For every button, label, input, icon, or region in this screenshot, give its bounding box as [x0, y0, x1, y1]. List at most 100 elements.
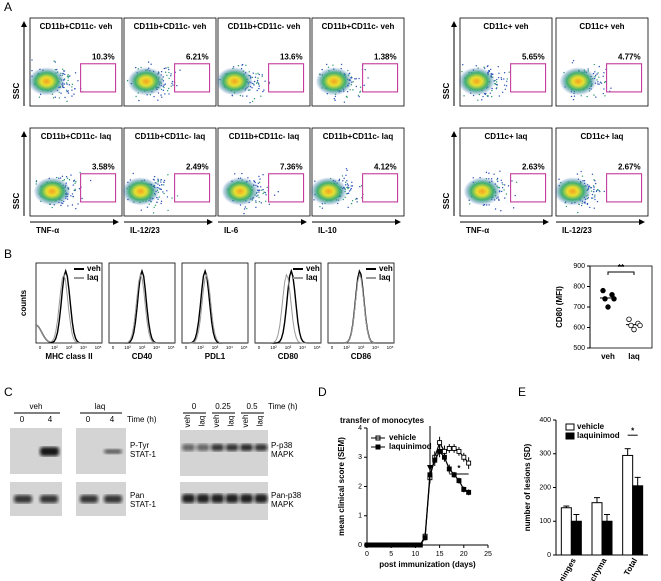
event-dot: [572, 98, 575, 101]
event-dot: [610, 87, 612, 89]
event-dot: [494, 83, 497, 85]
legend-label: veh: [87, 264, 101, 273]
event-dot: [591, 197, 593, 199]
event-dot: [253, 180, 255, 182]
plot-title: CD11b+CD11c- veh: [322, 22, 395, 31]
point: [451, 446, 457, 451]
event-dot: [600, 82, 603, 84]
event-dot: [237, 65, 240, 67]
event-dot: [155, 182, 157, 184]
y-axis-label: SSC: [442, 193, 451, 210]
event-dot: [475, 64, 477, 67]
event-dot: [63, 179, 66, 181]
event-dot: [571, 62, 574, 64]
event-dot: [599, 81, 602, 83]
event-dot: [51, 206, 53, 209]
event-dot: [262, 188, 264, 191]
event-dot: [62, 202, 64, 205]
y-axis-label: mean clinical score (SEM): [337, 437, 346, 536]
x-tick-label: 15: [436, 551, 444, 558]
event-dot: [163, 181, 165, 183]
group-label: veh: [30, 402, 43, 411]
event-dot: [586, 95, 588, 98]
event-dot: [363, 84, 365, 87]
event-dot: [348, 190, 351, 192]
event-dot: [504, 197, 506, 199]
blot-band: [254, 444, 268, 451]
hist-tick-label: 10⁵: [95, 345, 102, 350]
event-dot: [64, 73, 66, 76]
event-dot: [258, 87, 260, 90]
event-dot: [164, 71, 167, 73]
event-dot: [594, 179, 596, 182]
density-blob: [559, 67, 597, 96]
event-dot: [246, 207, 248, 210]
event-dot: [168, 77, 170, 80]
point: [364, 542, 370, 548]
event-dot: [500, 78, 503, 81]
event-dot: [341, 175, 344, 177]
plot-title: CD11b+CD11c- laq: [41, 132, 112, 141]
event-dot: [359, 91, 361, 94]
event-dot: [501, 182, 503, 184]
event-dot: [260, 186, 262, 188]
event-dot: [503, 189, 505, 191]
x-axis-label: post immunization (days): [379, 560, 476, 569]
event-dot: [595, 96, 597, 98]
plot-title: CD11b+CD11c- laq: [323, 132, 394, 141]
event-dot: [72, 195, 75, 198]
event-dot: [70, 195, 72, 197]
point: [456, 448, 462, 454]
point: [398, 542, 404, 548]
event-dot: [491, 89, 493, 92]
event-dot: [505, 85, 508, 87]
point: [432, 457, 438, 463]
event-dot: [135, 95, 137, 98]
y-tick-label: 3: [358, 454, 362, 461]
event-dot: [488, 204, 490, 206]
event-dot: [505, 193, 508, 195]
event-dot: [345, 168, 348, 170]
legend-label: vehicle: [577, 422, 605, 431]
point: [388, 542, 394, 548]
event-dot: [594, 196, 596, 198]
legend-swatch: [565, 423, 575, 431]
event-dot: [496, 87, 498, 89]
event-dot: [590, 190, 593, 192]
event-dot: [67, 90, 69, 92]
plot-title: CD11b+CD11c- veh: [40, 22, 113, 31]
event-dot: [71, 83, 74, 86]
event-dot: [157, 92, 160, 94]
event-dot: [158, 196, 160, 198]
x-tick-label: 0: [365, 551, 369, 558]
event-dot: [319, 205, 321, 208]
bar: [570, 520, 582, 556]
hist-tick-label: 10²: [124, 345, 131, 350]
event-dot: [73, 93, 75, 95]
event-dot: [256, 79, 259, 82]
event-dot: [156, 201, 158, 203]
gate: [510, 173, 547, 203]
event-dot: [244, 206, 247, 208]
gate: [606, 173, 643, 203]
event-dot: [580, 204, 583, 207]
event-dot: [167, 209, 169, 212]
gate-percent: 2.49%: [186, 163, 209, 172]
event-dot: [62, 72, 64, 75]
hist-marker-label: MHC class II: [45, 352, 92, 361]
event-dot: [597, 81, 599, 83]
event-dot: [498, 72, 500, 74]
x-tick-label: 20: [460, 551, 468, 558]
event-dot: [498, 198, 500, 200]
event-dot: [64, 96, 66, 99]
event-dot: [593, 207, 595, 209]
event-dot: [71, 193, 74, 195]
plot-title: CD11c+ veh: [483, 22, 528, 31]
hist-marker-label: CD86: [351, 352, 372, 361]
plot-title: CD11b+CD11c- laq: [229, 132, 300, 141]
event-dot: [356, 198, 358, 200]
density-blob: [33, 177, 71, 206]
y-tick-label: 4: [358, 425, 362, 432]
point: [466, 460, 472, 466]
event-dot: [334, 99, 336, 102]
